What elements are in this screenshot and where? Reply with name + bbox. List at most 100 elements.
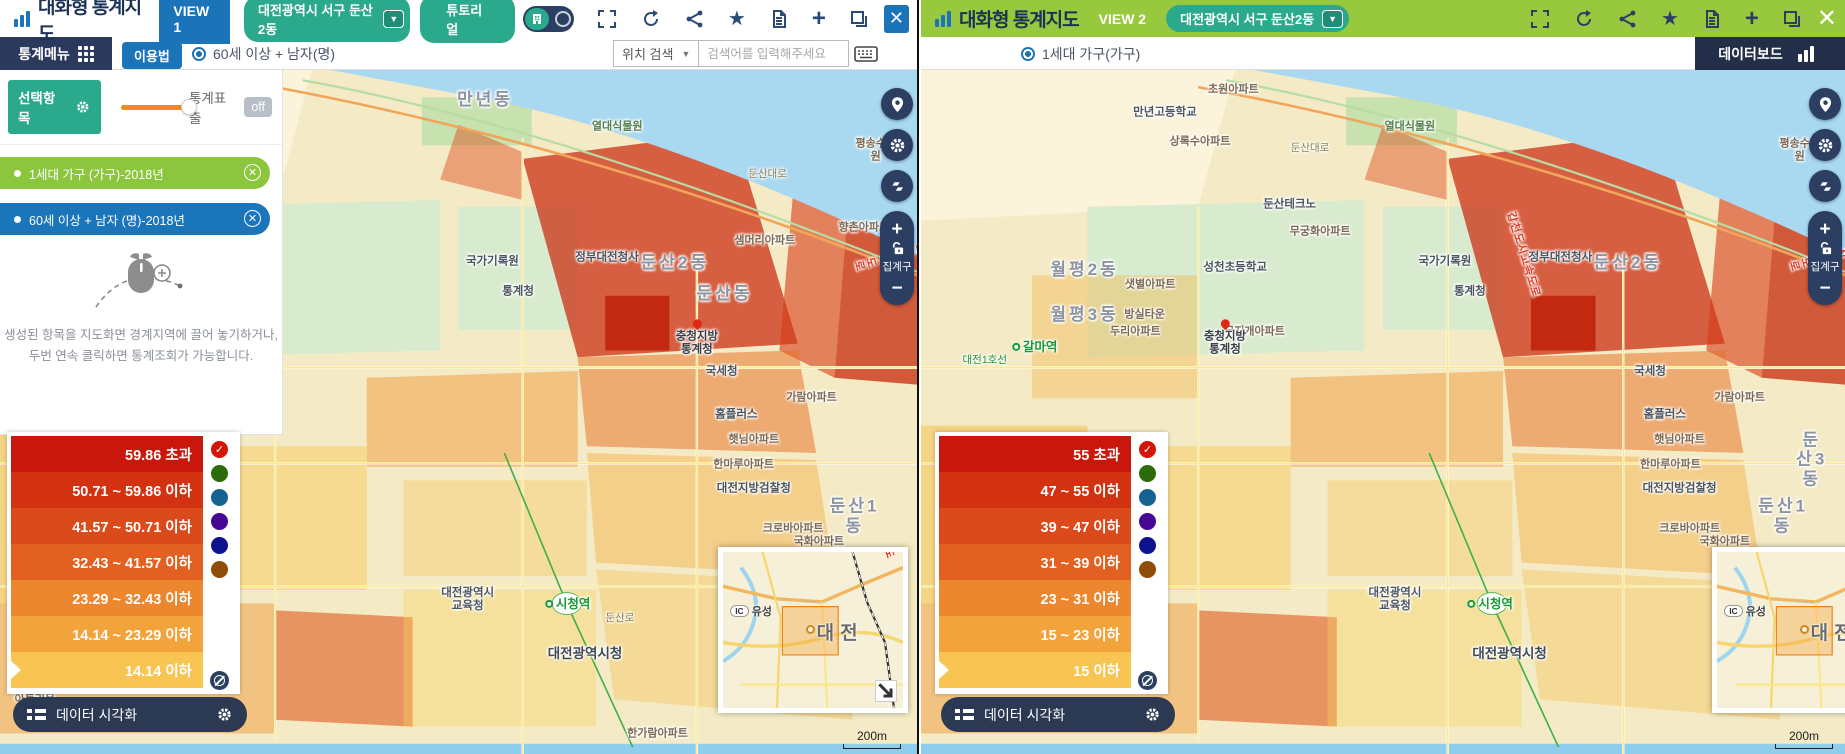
city-marker-icon [805, 625, 815, 635]
map-label: 둔산동 [696, 283, 753, 303]
legend-row[interactable]: 32.43 ~ 41.57 이하 [11, 544, 203, 580]
search-caret-icon: ▼ [681, 48, 691, 59]
close-view1-button[interactable]: ✕ [883, 4, 909, 33]
palette-color-dot[interactable] [211, 489, 228, 506]
map-settings-button[interactable] [1809, 129, 1841, 161]
select-items-label: 선택항목 [18, 91, 56, 126]
legend-palette-column: ✓ [1131, 436, 1164, 690]
legend-row[interactable]: 41.57 ~ 50.71 이하 [11, 508, 203, 544]
legend-row[interactable]: 23 ~ 31 이하 [939, 580, 1131, 616]
legend-row[interactable]: 59.86 초과 [11, 436, 203, 472]
zoom-in-button[interactable]: + [1819, 219, 1831, 240]
tag-close-icon[interactable]: ✕ [244, 210, 261, 227]
chart-bars-icon [1797, 45, 1814, 62]
palette-color-dot[interactable] [211, 513, 228, 530]
locate-button[interactable] [1809, 88, 1841, 120]
region-selector[interactable]: 대전광역시 서구 둔산2동 ▼ [244, 0, 411, 42]
palette-color-dot[interactable] [1139, 537, 1156, 554]
stats-menu-button[interactable]: 통계메뉴 [0, 37, 112, 70]
close-view2-button[interactable]: ✕ [1816, 4, 1837, 32]
tag-close-icon[interactable]: ✕ [244, 164, 261, 181]
lock-icon[interactable] [890, 241, 905, 255]
palette-color-dot-selected[interactable]: ✓ [211, 441, 228, 458]
minimap-collapse-button[interactable] [875, 680, 897, 702]
palette-color-dot[interactable] [1139, 513, 1156, 530]
legend-row[interactable]: 50.71 ~ 59.86 이하 [11, 472, 203, 508]
chevron-down-icon[interactable]: ▼ [383, 9, 405, 28]
bookmark-star-icon[interactable]: ★ [727, 7, 746, 30]
map-label: 국가기록원 [1418, 255, 1472, 268]
add-view-icon[interactable]: + [1744, 4, 1759, 32]
tutorial-button[interactable]: 튜토리얼 [420, 0, 516, 43]
search-input[interactable] [699, 40, 850, 67]
toolbar-row-view2: 1세대 가구(가구) 데이터보드 [921, 37, 1845, 70]
stat-tag[interactable]: 1세대 가구 (가구)-2018년 ✕ [0, 157, 270, 189]
legend-row[interactable]: 55 초과 [939, 436, 1131, 472]
refresh-icon[interactable] [1573, 8, 1595, 30]
fullscreen-icon[interactable] [1529, 8, 1551, 30]
legend-row[interactable]: 14.14 ~ 23.29 이하 [11, 616, 203, 652]
app-title: 대화형 통계지도 [959, 10, 1080, 31]
search-type-select[interactable]: 위치 검색 ▼ [613, 40, 700, 67]
legend-row[interactable]: 39 ~ 47 이하 [939, 508, 1131, 544]
palette-color-dot[interactable] [211, 465, 228, 482]
legend-row[interactable]: 14.14 이하 [11, 652, 203, 688]
select-items-button[interactable]: 선택항목 [8, 80, 101, 134]
virtual-keyboard-icon[interactable] [854, 40, 879, 67]
map-style-toggle[interactable] [523, 5, 574, 32]
palette-color-dot[interactable] [211, 537, 228, 554]
zoom-out-button[interactable]: − [891, 278, 903, 299]
map-label: 방실타운 [1124, 308, 1165, 321]
usage-button[interactable]: 이용법 [122, 42, 182, 69]
palette-color-dot[interactable] [211, 561, 228, 578]
stats-display-off-toggle[interactable]: off [244, 97, 272, 117]
legend-row[interactable]: 47 ~ 55 이하 [939, 472, 1131, 508]
palette-color-dot[interactable] [1139, 489, 1156, 506]
lock-icon[interactable] [1818, 241, 1833, 255]
hide-layer-icon[interactable] [210, 671, 229, 690]
data-visualization-button[interactable]: 데이터 시각화 [941, 697, 1175, 732]
duplicate-window-icon[interactable] [1781, 8, 1803, 30]
legend-row[interactable]: 15 ~ 23 이하 [939, 616, 1131, 652]
databoard-button[interactable]: 데이터보드 [1695, 37, 1845, 70]
map-label: 샛별아파트 [1124, 278, 1176, 291]
opacity-slider[interactable] [120, 98, 197, 115]
gear-icon[interactable] [216, 706, 233, 723]
minimap-ic-label: IC 유성 [1724, 603, 1766, 619]
report-document-icon[interactable] [768, 8, 790, 30]
data-visualization-button[interactable]: 데이터 시각화 [13, 697, 247, 732]
duplicate-window-icon[interactable] [848, 8, 870, 30]
legend-row[interactable]: 31 ~ 39 이하 [939, 544, 1131, 580]
add-view-icon[interactable]: + [811, 4, 826, 32]
layers-button[interactable] [881, 170, 913, 202]
map-settings-button[interactable] [881, 129, 913, 161]
slider-knob[interactable] [180, 98, 197, 115]
share-icon[interactable] [1617, 8, 1639, 30]
share-icon[interactable] [684, 8, 706, 30]
region-selector[interactable]: 대전광역시 서구 둔산2동 ▼ [1166, 5, 1350, 32]
gear-icon[interactable] [1144, 706, 1161, 723]
stat-tag[interactable]: 60세 이상 + 남자 (명)-2018년 ✕ [0, 203, 270, 235]
zoom-out-button[interactable]: − [1819, 278, 1831, 299]
map-label: 한가람아파트 [627, 727, 688, 740]
map-controls-view2: + 집계구 − [1807, 88, 1843, 305]
map-label: 크로바아파트 [1659, 522, 1721, 535]
locate-button[interactable] [881, 88, 913, 120]
panel-header-row: 선택항목 통계표출 off [0, 80, 282, 145]
palette-color-dot-selected[interactable]: ✓ [1139, 441, 1156, 458]
fullscreen-icon[interactable] [596, 8, 618, 30]
layers-button[interactable] [1809, 170, 1841, 202]
refresh-icon[interactable] [640, 8, 662, 30]
palette-color-dot[interactable] [1139, 561, 1156, 578]
report-document-icon[interactable] [1701, 8, 1723, 30]
hide-layer-icon[interactable] [1138, 671, 1157, 690]
chevron-down-icon[interactable]: ▼ [1322, 9, 1344, 28]
bookmark-star-icon[interactable]: ★ [1660, 7, 1679, 30]
help-line1: 생성된 항목을 지도화면 경계지역에 끌어 놓기하거나, [4, 328, 278, 342]
legend-row[interactable]: 23.29 ~ 32.43 이하 [11, 580, 203, 616]
legend-row[interactable]: 15 이하 [939, 652, 1131, 688]
zoom-in-button[interactable]: + [891, 219, 903, 240]
palette-color-dot[interactable] [1139, 465, 1156, 482]
